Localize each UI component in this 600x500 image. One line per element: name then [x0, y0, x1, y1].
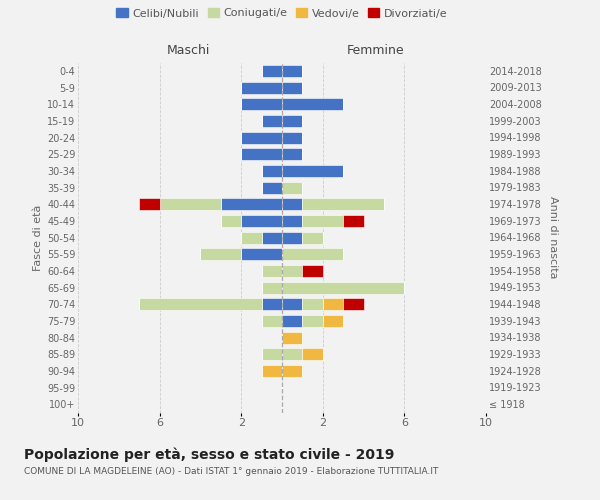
Bar: [262, 298, 282, 310]
Bar: [302, 298, 323, 310]
Bar: [221, 198, 282, 210]
Bar: [302, 215, 343, 227]
Text: Femmine: Femmine: [347, 44, 404, 57]
Bar: [302, 198, 384, 210]
Bar: [241, 248, 282, 260]
Bar: [160, 198, 221, 210]
Bar: [282, 298, 302, 310]
Bar: [282, 248, 343, 260]
Bar: [241, 132, 282, 143]
Y-axis label: Anni di nascita: Anni di nascita: [548, 196, 558, 278]
Text: Maschi: Maschi: [166, 44, 210, 57]
Bar: [262, 315, 282, 327]
Bar: [200, 248, 241, 260]
Bar: [262, 232, 282, 243]
Bar: [302, 232, 323, 243]
Bar: [262, 115, 282, 127]
Bar: [302, 265, 323, 277]
Bar: [139, 198, 160, 210]
Bar: [282, 182, 302, 194]
Bar: [282, 265, 302, 277]
Bar: [241, 148, 282, 160]
Text: COMUNE DI LA MAGDELEINE (AO) - Dati ISTAT 1° gennaio 2019 - Elaborazione TUTTITA: COMUNE DI LA MAGDELEINE (AO) - Dati ISTA…: [24, 468, 439, 476]
Bar: [323, 315, 343, 327]
Bar: [282, 148, 302, 160]
Bar: [282, 365, 302, 377]
Bar: [282, 115, 302, 127]
Bar: [282, 165, 343, 177]
Bar: [262, 182, 282, 194]
Bar: [282, 332, 302, 344]
Bar: [323, 298, 343, 310]
Bar: [282, 232, 302, 243]
Y-axis label: Fasce di età: Fasce di età: [32, 204, 43, 270]
Bar: [343, 298, 364, 310]
Bar: [241, 82, 282, 94]
Bar: [241, 215, 282, 227]
Bar: [282, 65, 302, 77]
Bar: [302, 348, 323, 360]
Bar: [282, 98, 343, 110]
Bar: [241, 232, 262, 243]
Text: Popolazione per età, sesso e stato civile - 2019: Popolazione per età, sesso e stato civil…: [24, 448, 394, 462]
Bar: [282, 348, 302, 360]
Bar: [262, 265, 282, 277]
Bar: [302, 315, 323, 327]
Bar: [241, 98, 282, 110]
Bar: [282, 132, 302, 143]
Bar: [221, 215, 241, 227]
Bar: [262, 282, 282, 294]
Bar: [343, 215, 364, 227]
Bar: [139, 298, 262, 310]
Bar: [262, 65, 282, 77]
Legend: Celibi/Nubili, Coniugati/e, Vedovi/e, Divorziati/e: Celibi/Nubili, Coniugati/e, Vedovi/e, Di…: [116, 8, 448, 18]
Bar: [282, 282, 404, 294]
Bar: [282, 215, 302, 227]
Bar: [262, 348, 282, 360]
Bar: [282, 315, 302, 327]
Bar: [282, 82, 302, 94]
Bar: [282, 198, 302, 210]
Bar: [262, 365, 282, 377]
Bar: [262, 165, 282, 177]
